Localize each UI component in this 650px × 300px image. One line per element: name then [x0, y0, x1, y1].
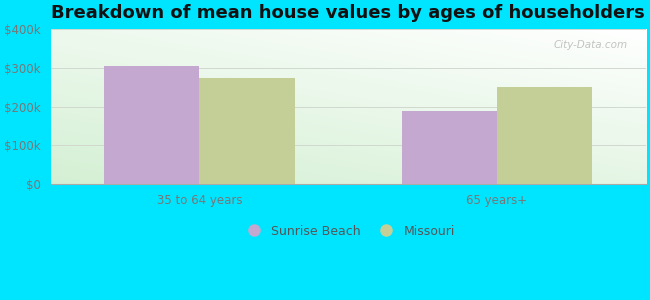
Bar — [104, 66, 200, 184]
Legend: Sunrise Beach, Missouri: Sunrise Beach, Missouri — [237, 220, 460, 243]
Bar — [402, 110, 497, 184]
Bar — [200, 78, 294, 184]
Bar — [497, 87, 592, 184]
Title: Breakdown of mean house values by ages of householders: Breakdown of mean house values by ages o… — [51, 4, 645, 22]
Text: City-Data.com: City-Data.com — [554, 40, 628, 50]
